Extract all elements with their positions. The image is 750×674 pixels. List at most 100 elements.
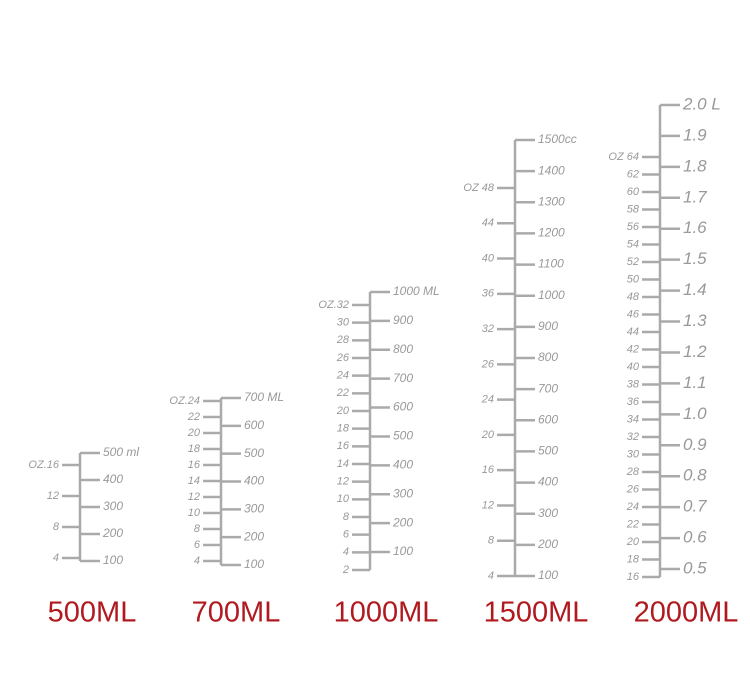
capacity-label: 100 xyxy=(393,544,413,558)
capacity-label: 1.8 xyxy=(683,156,707,175)
capacity-label: 1.1 xyxy=(683,373,707,392)
oz-label: 6 xyxy=(343,529,350,541)
capacity-label: 100 xyxy=(538,568,558,582)
oz-label: 12 xyxy=(47,490,59,502)
oz-label: 60 xyxy=(627,186,640,198)
scale-name: 1500ML xyxy=(484,597,589,629)
oz-label: 10 xyxy=(188,507,201,519)
capacity-label: 0.8 xyxy=(683,466,707,485)
capacity-label: 800 xyxy=(393,342,413,356)
oz-label: 36 xyxy=(627,396,640,408)
capacity-label: 800 xyxy=(538,350,558,364)
oz-label: 16 xyxy=(482,464,495,476)
oz-label: 8 xyxy=(343,511,350,523)
oz-label: 62 xyxy=(627,168,639,180)
oz-label: 54 xyxy=(627,238,639,250)
capacity-label: 0.9 xyxy=(683,435,707,454)
oz-label: 12 xyxy=(337,476,349,488)
oz-label: 56 xyxy=(627,221,640,233)
capacity-label: 500 xyxy=(538,444,558,458)
capacity-label: 400 xyxy=(538,475,558,489)
capacity-label: 500 ml xyxy=(103,445,139,459)
oz-label: 24 xyxy=(481,394,494,406)
capacity-label: 200 xyxy=(537,537,558,551)
scale-name: 700ML xyxy=(192,597,281,629)
oz-label: 46 xyxy=(627,308,640,320)
capacity-label: 400 xyxy=(103,472,123,486)
oz-label: 8 xyxy=(488,535,495,547)
oz-label: 20 xyxy=(187,427,201,439)
capacity-label: 0.6 xyxy=(683,528,707,547)
oz-label: 4 xyxy=(194,555,200,567)
capacity-label: 1400 xyxy=(538,163,565,177)
capacity-label: 500 xyxy=(244,446,264,460)
oz-label: 30 xyxy=(337,317,350,329)
oz-label: 28 xyxy=(626,466,640,478)
oz-label: 50 xyxy=(627,273,640,285)
capacity-label: 1.9 xyxy=(683,125,707,144)
capacity-label: 300 xyxy=(244,502,264,516)
scale-name: 1000ML xyxy=(334,597,439,629)
oz-label: 44 xyxy=(627,326,639,338)
oz-label: 4 xyxy=(53,552,59,564)
capacity-label: 1000 xyxy=(538,288,565,302)
oz-label: 24 xyxy=(336,370,349,382)
capacity-label: 300 xyxy=(103,499,123,513)
capacity-label: 600 xyxy=(393,400,413,414)
oz-label: 16 xyxy=(627,571,640,583)
oz-label: 12 xyxy=(188,491,200,503)
capacity-label: 500 xyxy=(393,429,413,443)
oz-label: OZ.16 xyxy=(28,459,59,471)
capacity-label: 200 xyxy=(243,529,264,543)
capacity-label: 700 xyxy=(393,371,413,385)
capacity-label: 2.0 L xyxy=(682,94,721,113)
oz-label: 20 xyxy=(481,429,495,441)
capacity-label: 1100 xyxy=(538,257,564,271)
capacity-label: 700 ML xyxy=(244,390,284,404)
capacity-label: 1.0 xyxy=(683,404,707,423)
capacity-label: 400 xyxy=(393,458,413,472)
capacity-label: 600 xyxy=(244,418,264,432)
capacity-label: 600 xyxy=(538,412,558,426)
oz-label: 32 xyxy=(482,323,494,335)
capacity-label: 300 xyxy=(393,486,413,500)
capacity-label: 1000 ML xyxy=(393,284,440,298)
oz-label: 6 xyxy=(194,539,201,551)
oz-label: OZ 48 xyxy=(463,182,494,194)
scale-name: 2000ML xyxy=(634,597,739,629)
oz-label: 18 xyxy=(188,443,201,455)
capacity-label: 1.2 xyxy=(683,342,707,361)
oz-label: 40 xyxy=(482,252,495,264)
capacity-label: 900 xyxy=(393,313,413,327)
capacity-label: 1.3 xyxy=(683,311,707,330)
oz-label: 26 xyxy=(481,358,495,370)
oz-label: 26 xyxy=(626,483,640,495)
oz-label: 34 xyxy=(627,413,639,425)
oz-label: 26 xyxy=(336,352,350,364)
oz-label: 18 xyxy=(337,423,350,435)
capacity-label: 1.6 xyxy=(683,218,707,237)
capacity-label: 400 xyxy=(244,474,264,488)
capacity-label: 1500cc xyxy=(538,132,577,146)
capacity-label: 1300 xyxy=(538,194,565,208)
oz-label: OZ 64 xyxy=(608,151,639,163)
oz-label: 24 xyxy=(626,501,639,513)
capacity-label: 900 xyxy=(538,319,558,333)
capacity-label: 100 xyxy=(103,553,123,567)
oz-label: 14 xyxy=(337,458,349,470)
oz-label: 8 xyxy=(53,521,60,533)
oz-label: 4 xyxy=(343,546,349,558)
oz-label: OZ.32 xyxy=(318,299,349,311)
capacity-label: 1.7 xyxy=(683,187,707,206)
capacity-label: 1.5 xyxy=(683,249,707,268)
oz-label: OZ.24 xyxy=(169,395,200,407)
oz-label: 44 xyxy=(482,217,494,229)
capacity-label: 100 xyxy=(244,557,264,571)
oz-label: 22 xyxy=(626,518,639,530)
capacity-label: 1.4 xyxy=(683,280,707,299)
oz-label: 58 xyxy=(627,203,640,215)
oz-label: 36 xyxy=(482,288,495,300)
oz-label: 22 xyxy=(187,411,200,423)
oz-label: 30 xyxy=(627,448,640,460)
